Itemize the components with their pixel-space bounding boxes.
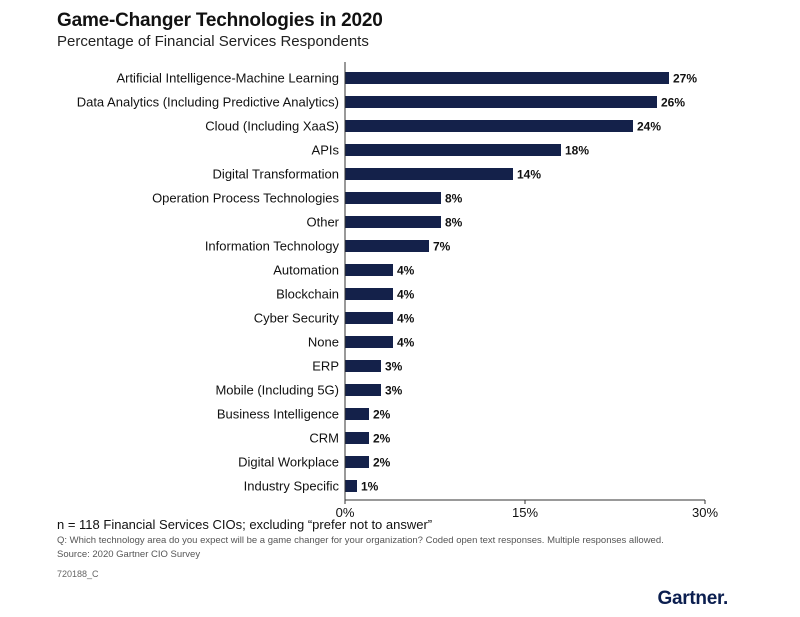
bar-automation [345,264,393,276]
category-label-cyber-security: Cyber Security [254,311,340,326]
source-note: Source: 2020 Gartner CIO Survey [57,549,201,560]
x-tick-label-30: 30% [692,505,718,520]
bar-digital-workplace [345,456,369,468]
value-label-industry-specific: 1% [361,480,379,494]
bar-artificial-intelligence-machine-learning [345,72,669,84]
sample-size-note: n = 118 Financial Services CIOs; excludi… [57,517,433,532]
bar-data-analytics-including-predictive-analytics [345,96,657,108]
bar-other [345,216,441,228]
bar-business-intelligence [345,408,369,420]
value-label-other: 8% [445,216,463,230]
bar-cloud-including-xaas [345,120,633,132]
value-label-none: 4% [397,336,415,350]
category-label-blockchain: Blockchain [276,287,339,302]
category-label-business-intelligence: Business Intelligence [217,407,339,422]
value-label-business-intelligence: 2% [373,408,391,422]
category-label-apis: APIs [312,143,340,158]
value-label-erp: 3% [385,360,403,374]
chart-subtitle: Percentage of Financial Services Respond… [57,33,369,50]
bar-apis [345,144,561,156]
category-label-automation: Automation [273,263,339,278]
gartner-logo: Gartner. [657,588,729,609]
bar-blockchain [345,288,393,300]
value-label-artificial-intelligence-machine-learning: 27% [673,72,697,86]
category-label-erp: ERP [312,359,339,374]
bar-operation-process-technologies [345,192,441,204]
x-tick-label-0: 0% [336,505,355,520]
category-label-mobile-including-5g: Mobile (Including 5G) [215,383,339,398]
value-label-digital-transformation: 14% [517,168,541,182]
value-label-cloud-including-xaas: 24% [637,120,661,134]
category-label-crm: CRM [309,431,339,446]
category-label-other: Other [306,215,339,230]
bar-none [345,336,393,348]
category-label-artificial-intelligence-machine-learning: Artificial Intelligence-Machine Learning [116,71,339,86]
value-label-cyber-security: 4% [397,312,415,326]
x-tick-label-15: 15% [512,505,538,520]
bar-industry-specific [345,480,357,492]
value-label-mobile-including-5g: 3% [385,384,403,398]
category-label-none: None [308,335,339,350]
category-label-digital-transformation: Digital Transformation [213,167,339,182]
bar-erp [345,360,381,372]
figure-code: 720188_C [57,569,99,579]
value-label-digital-workplace: 2% [373,456,391,470]
bar-crm [345,432,369,444]
category-label-industry-specific: Industry Specific [244,479,340,494]
chart-title: Game-Changer Technologies in 2020 [57,10,383,31]
category-label-cloud-including-xaas: Cloud (Including XaaS) [205,119,339,134]
bar-cyber-security [345,312,393,324]
value-label-automation: 4% [397,264,415,278]
value-label-information-technology: 7% [433,240,451,254]
value-label-operation-process-technologies: 8% [445,192,463,206]
bar-digital-transformation [345,168,513,180]
value-label-crm: 2% [373,432,391,446]
bar-mobile-including-5g [345,384,381,396]
value-label-blockchain: 4% [397,288,415,302]
category-label-information-technology: Information Technology [205,239,340,254]
value-label-apis: 18% [565,144,589,158]
value-label-data-analytics-including-predictive-analytics: 26% [661,96,685,110]
category-label-digital-workplace: Digital Workplace [238,455,339,470]
category-label-operation-process-technologies: Operation Process Technologies [152,191,339,206]
category-label-data-analytics-including-predictive-analytics: Data Analytics (Including Predictive Ana… [77,95,339,110]
survey-question: Q: Which technology area do you expect w… [57,535,664,546]
bar-information-technology [345,240,429,252]
